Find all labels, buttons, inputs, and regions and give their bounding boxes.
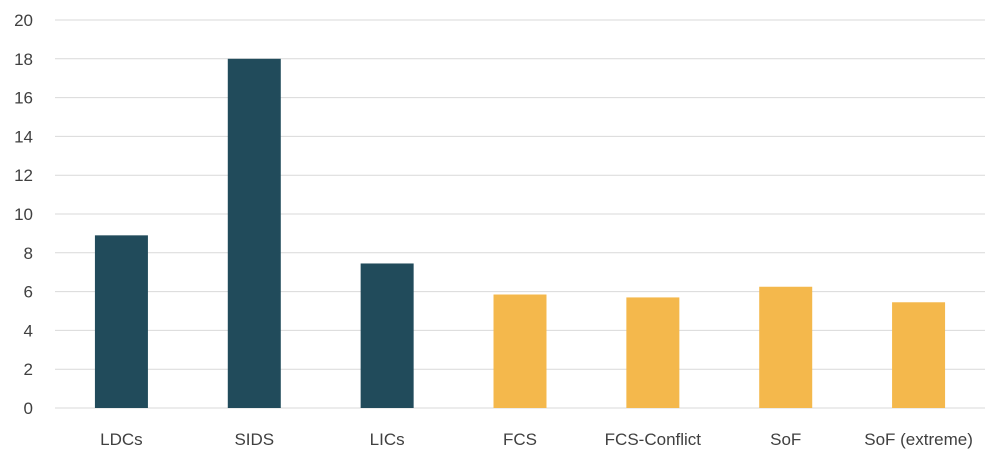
x-tick-label: SoF (extreme) xyxy=(864,430,973,449)
bar-ldcs xyxy=(94,235,148,408)
bar-sof-extreme xyxy=(892,302,946,408)
y-tick-label: 20 xyxy=(14,11,33,30)
y-tick-label: 10 xyxy=(14,205,33,224)
bars xyxy=(94,58,946,409)
x-tick-label: SoF xyxy=(770,430,801,449)
x-axis-tick-labels: LDCs SIDS LICs FCS FCS-Conflict SoF SoF (extre… xyxy=(100,430,973,449)
x-tick-label: FCS xyxy=(503,430,537,449)
bar-sof xyxy=(759,286,813,408)
y-tick-label: 4 xyxy=(24,321,33,340)
y-axis-tick-labels: 0 2 4 6 8 10 12 14 16 18 20 xyxy=(14,11,33,418)
bar-fcs xyxy=(493,294,547,408)
y-tick-label: 18 xyxy=(14,50,33,69)
y-tick-label: 0 xyxy=(24,399,33,418)
bar-lics xyxy=(360,263,414,408)
y-tick-label: 16 xyxy=(14,89,33,108)
y-tick-label: 6 xyxy=(24,283,33,302)
x-tick-label: SIDS xyxy=(234,430,274,449)
gridlines xyxy=(55,19,985,409)
bar-sids xyxy=(227,58,281,409)
x-tick-label: FCS-Conflict xyxy=(605,430,702,449)
bar-fcs-conflict xyxy=(626,297,680,408)
y-tick-label: 2 xyxy=(24,360,33,379)
y-tick-label: 14 xyxy=(14,127,33,146)
y-tick-label: 8 xyxy=(24,244,33,263)
x-tick-label: LDCs xyxy=(100,430,143,449)
y-tick-label: 12 xyxy=(14,166,33,185)
x-tick-label: LICs xyxy=(370,430,405,449)
